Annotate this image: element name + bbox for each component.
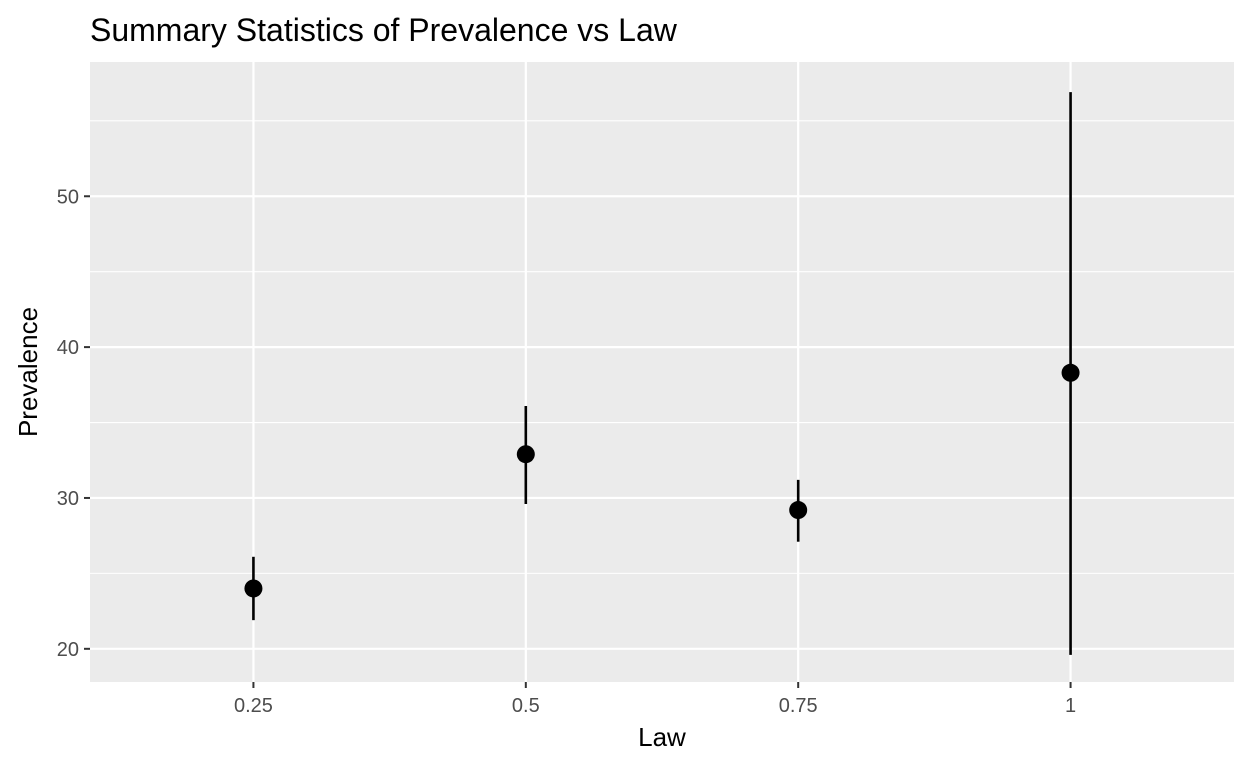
x-tick-label: 1 [1065,695,1076,717]
grid [90,62,1234,682]
points [244,363,1080,598]
x-axis-title: Law [638,722,686,752]
y-tick-label: 50 [57,186,79,208]
data-point [516,445,535,464]
x-tick-label: 0.25 [234,695,273,717]
x-tick-label: 0.5 [512,695,540,717]
y-tick-label: 30 [57,488,79,510]
x-axis: 0.25 0.5 0.75 1 [234,682,1076,717]
y-tick-label: 20 [57,639,79,661]
y-tick-label: 40 [57,337,79,359]
x-tick-label: 0.75 [779,695,818,717]
data-point [1061,363,1080,382]
y-axis: 20 30 40 50 [57,186,90,661]
y-axis-title: Prevalence [13,307,43,437]
data-point [244,579,263,598]
plot-panel [90,62,1234,682]
chart-title: Summary Statistics of Prevalence vs Law [90,12,678,48]
data-point [789,501,808,520]
